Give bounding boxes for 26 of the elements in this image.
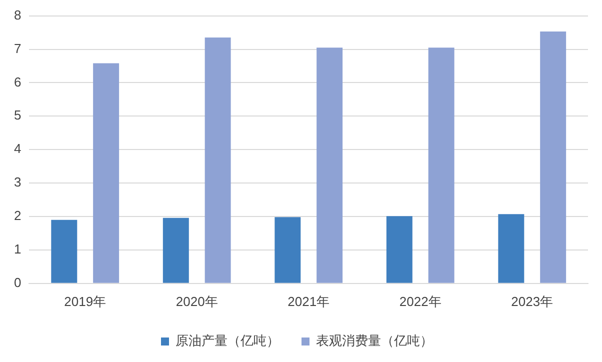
y-tick-label: 0: [14, 274, 22, 290]
y-tick-label: 8: [14, 7, 22, 22]
legend-label: 表观消费量（亿吨）: [316, 334, 433, 349]
legend-label: 原油产量（亿吨）: [176, 334, 280, 349]
bar: [386, 216, 412, 283]
bar: [428, 48, 454, 283]
y-tick-label: 2: [14, 208, 22, 224]
x-tick-label: 2023年: [511, 294, 554, 309]
y-tick-label: 6: [14, 74, 22, 90]
bar: [540, 32, 566, 283]
bar: [93, 63, 120, 283]
x-tick-label: 2019年: [64, 294, 106, 309]
bar: [162, 218, 189, 283]
x-tick-label: 2020年: [176, 294, 218, 309]
y-tick-label: 3: [14, 174, 22, 190]
bar: [316, 48, 343, 283]
y-tick-label: 4: [14, 141, 22, 156]
y-tick-label: 5: [14, 108, 22, 123]
bar: [51, 220, 78, 283]
bar: [274, 217, 301, 283]
y-tick-label: 7: [14, 40, 22, 56]
bar: [204, 38, 231, 283]
bar: [498, 214, 524, 283]
x-tick-label: 2021年: [288, 294, 330, 309]
x-tick-label: 2022年: [399, 294, 442, 309]
y-tick-label: 1: [14, 242, 22, 257]
